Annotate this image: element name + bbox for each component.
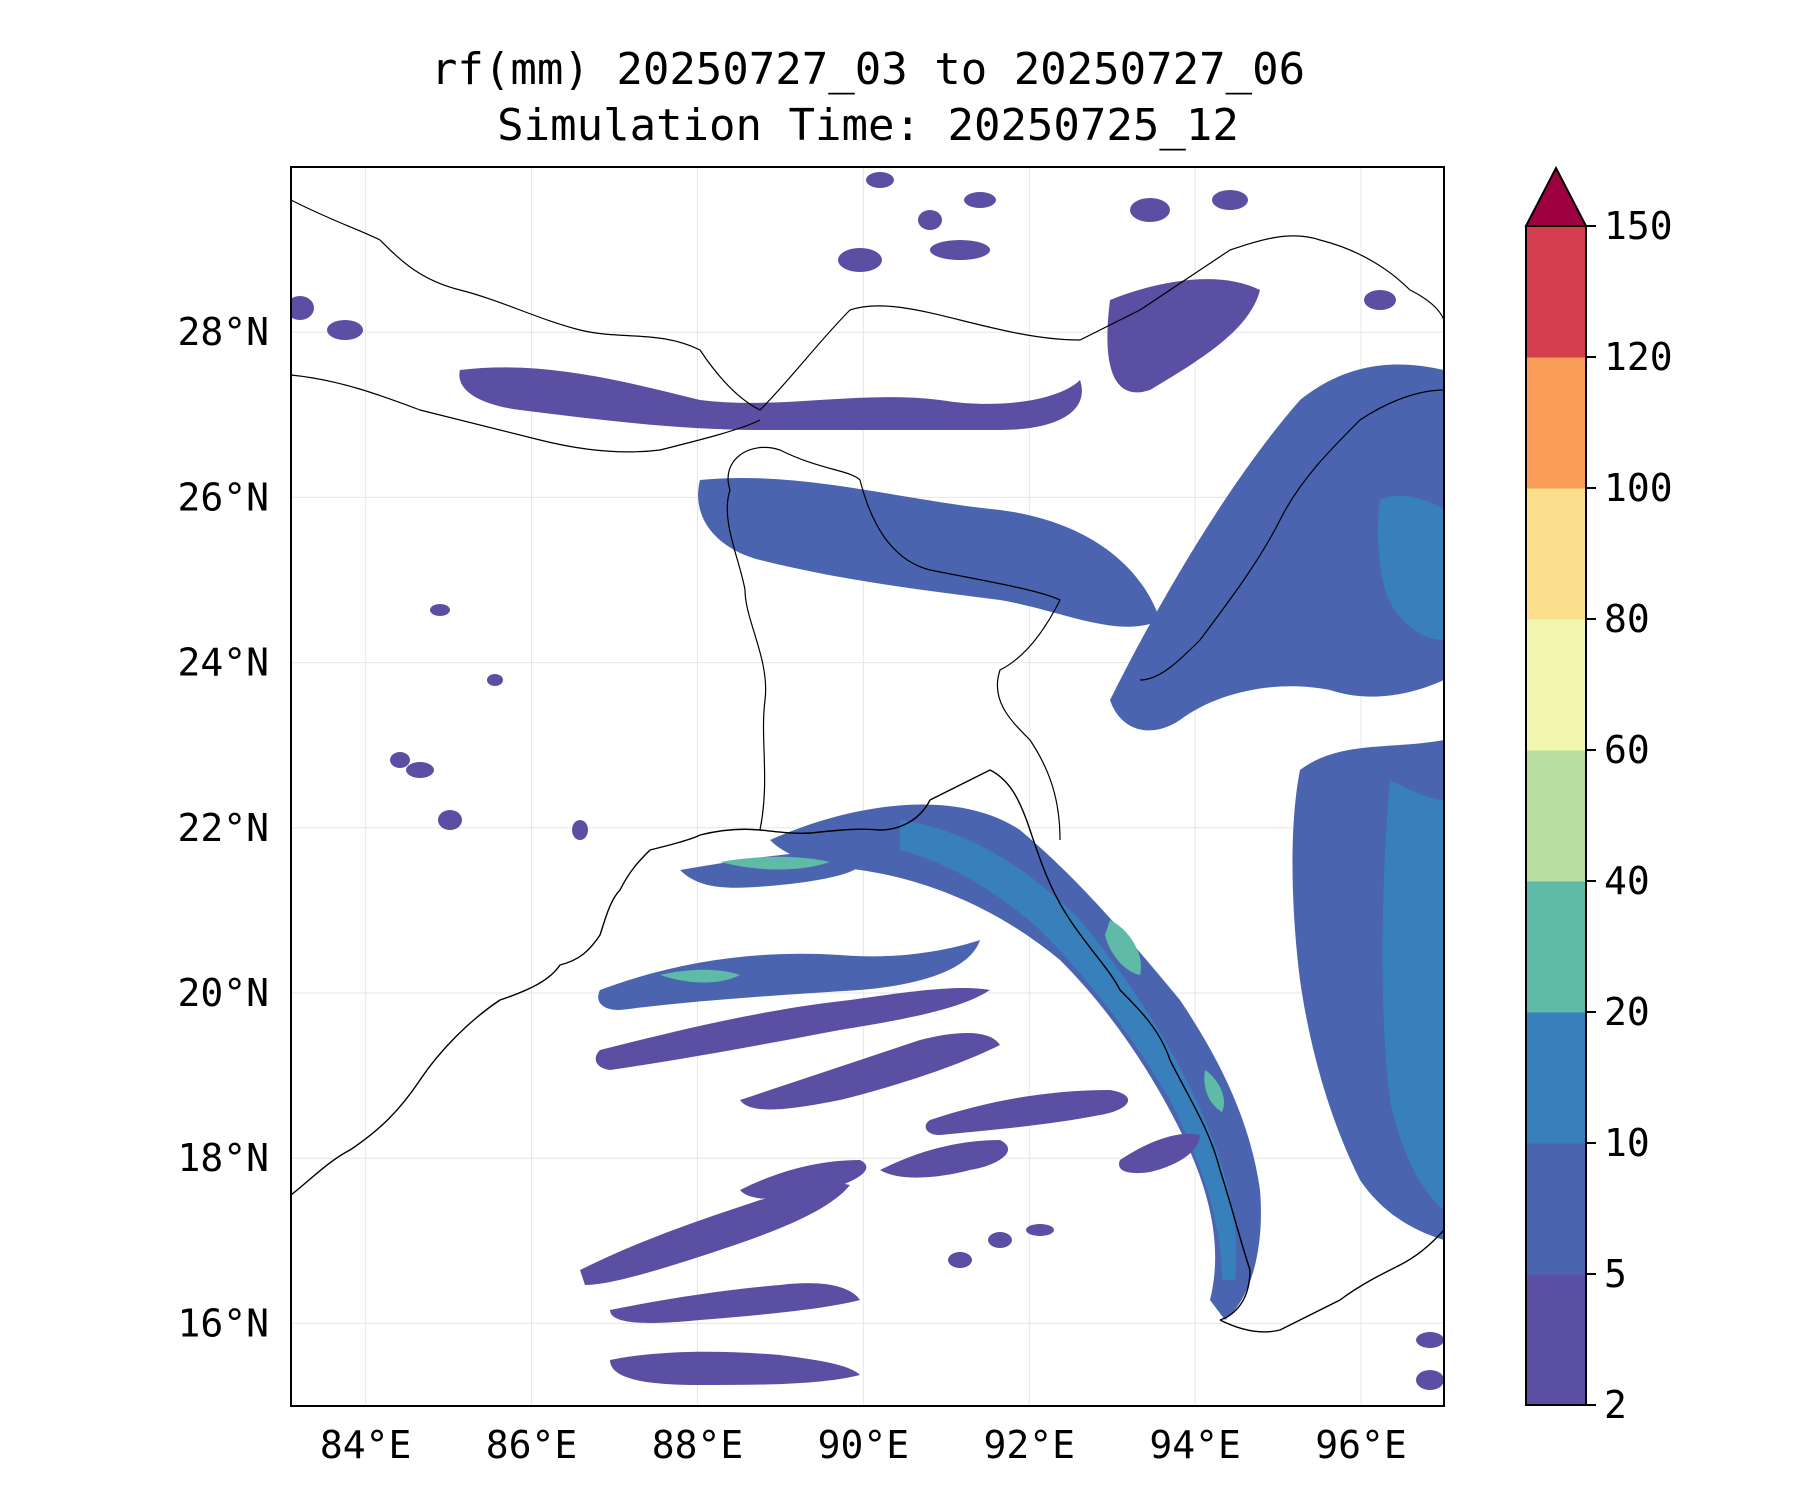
lat-tick-label: 28°N [177,310,269,354]
myanmar-south-coast [1219,1229,1444,1333]
rain-band-main-peak2 [1204,1070,1225,1112]
title-line-2: Simulation Time: 20250725_12 [497,100,1239,151]
rain-streak-1 [598,940,980,1010]
rain-streak-2-peak [720,856,830,870]
colorbar-frame [1525,225,1587,1406]
colorbar-extend-arrow [1524,165,1588,227]
colorbar-segment [1526,750,1586,882]
colorbar-segment [1526,488,1586,620]
nepal-border [291,199,761,411]
title-line-1: rf(mm) 20250727_03 to 20250727_06 [431,44,1305,95]
rain-streak-10 [880,1140,1009,1178]
rain-band-himalaya [459,367,1082,430]
colorbar-segment [1526,1274,1586,1406]
colorbar-level-label: 10 [1604,1121,1650,1165]
rain-band-assam [698,477,1160,627]
colorbar-level-label: 20 [1604,990,1650,1034]
rain-streak-8 [610,1351,860,1385]
lat-tick-label: 18°N [177,1136,269,1180]
colorbar-level-label: 60 [1604,728,1650,772]
lon-tick-label: 90°E [818,1423,910,1467]
himalaya-border [291,374,761,453]
lat-tick-label: 26°N [177,475,269,519]
lon-tick-label: 94°E [1149,1423,1241,1467]
rain-band-northeast-core [1377,495,1444,640]
rain-streak-11 [1119,1133,1200,1174]
colorbar-segment [1526,226,1586,358]
rain-streak-5 [925,1090,1129,1135]
rain-band-tibet [1107,279,1260,393]
colorbar-level-label: 2 [1604,1383,1627,1427]
lat-tick-label: 24°N [177,641,269,685]
rain-streak-4 [740,1033,1000,1110]
ne-india-border [1139,235,1444,321]
lon-tick-label: 96°E [1315,1423,1407,1467]
colorbar-level-label: 120 [1604,335,1673,379]
colorbar-segment [1526,619,1586,751]
lat-tick-label: 20°N [177,971,269,1015]
lon-tick-label: 86°E [486,1423,578,1467]
map-area [291,167,1444,1406]
lat-tick-label: 16°N [177,1301,269,1345]
colorbar-level-label: 5 [1604,1252,1627,1296]
rain-band-main-core [900,820,1237,1280]
rain-band-east-core [1382,780,1444,1210]
lat-tick-label: 22°N [177,806,269,850]
map-frame [290,166,1445,1407]
rain-streak-9 [610,1283,860,1323]
colorbar: 2 5 10 20 40 60 80 100 120 150 [1524,165,1673,1427]
sundarbans-coast [699,799,931,836]
bangladesh-border [726,446,1061,841]
colorbar-level-label: 40 [1604,859,1650,903]
india-east-coast [291,834,701,1196]
rainfall-field [291,172,1444,1390]
colorbar-level-label: 150 [1604,204,1673,248]
rain-streak-7 [740,1160,867,1199]
lon-tick-label: 88°E [652,1423,744,1467]
longitude-tick-labels: 84°E 86°E 88°E 90°E 92°E 94°E 96°E [320,1423,1407,1467]
rain-streak-6 [580,1183,850,1285]
lon-tick-label: 84°E [320,1423,412,1467]
latitude-tick-labels: 16°N 18°N 20°N 22°N 24°N 26°N 28°N [177,310,269,1345]
colorbar-segment [1526,357,1586,489]
coastlines [291,199,1444,1333]
rain-blobs [291,172,1444,1390]
colorbar-segment [1526,1012,1586,1144]
rain-streak-1-peak [660,969,740,983]
myanmar-border [1139,389,1444,681]
colorbar-level-label: 80 [1604,597,1650,641]
lon-tick-label: 92°E [983,1423,1075,1467]
bangladesh-coast [929,769,1251,1321]
colorbar-level-label: 100 [1604,466,1673,510]
colorbar-segment [1526,881,1586,1013]
rain-streak-3 [595,988,990,1070]
bhutan-border [759,305,1141,411]
rain-band-main-peak [1105,920,1141,975]
colorbar-segment [1526,1143,1586,1275]
rain-band-northeast [1110,364,1444,731]
